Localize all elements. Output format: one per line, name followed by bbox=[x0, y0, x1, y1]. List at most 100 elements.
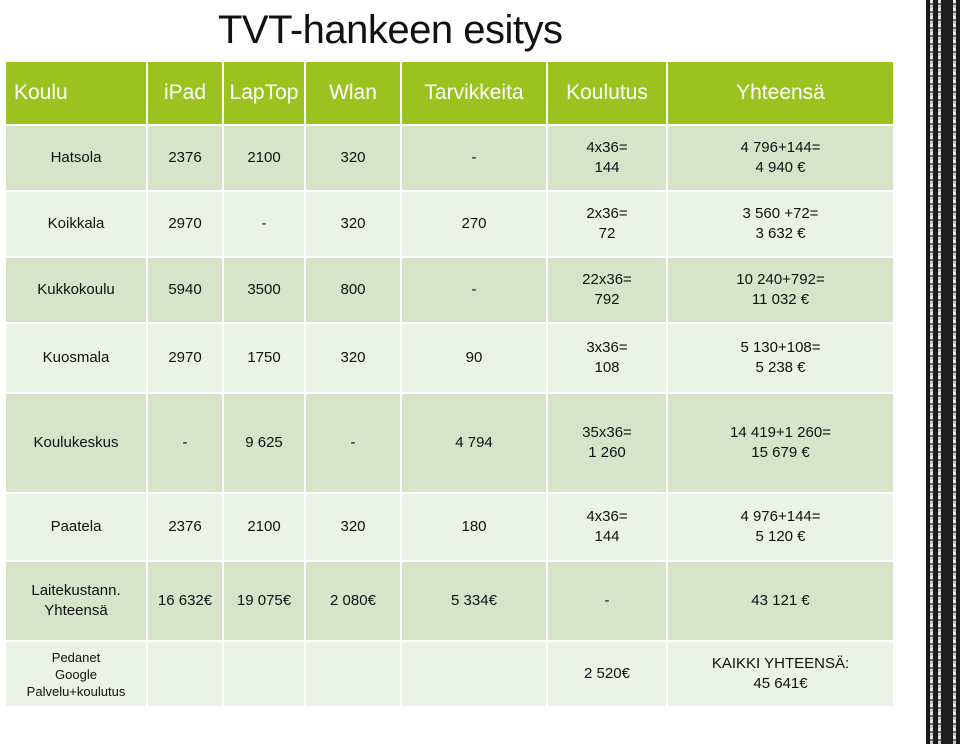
school-cell: Koulukeskus bbox=[4, 392, 148, 494]
total-wlan: 2 080€ bbox=[304, 560, 402, 642]
total-cell: 10 240+792= 11 032 € bbox=[666, 256, 895, 324]
tarvikkeita-cell: 4 794 bbox=[400, 392, 548, 494]
header-wlan: Wlan bbox=[304, 60, 402, 126]
extra-row: Pedanet Google Palvelu+koulutus 2 520€ KAI… bbox=[4, 640, 895, 708]
total-laptop: 19 075€ bbox=[222, 560, 306, 642]
grand-total: KAIKKI YHTEENSÄ: 45 641€ bbox=[666, 640, 895, 708]
ipad-cell: 2376 bbox=[146, 124, 224, 192]
koulutus-result: 108 bbox=[594, 359, 620, 376]
table-row: Koulukeskus - 9 625 - 4 794 35x36= 1 260 … bbox=[4, 392, 895, 494]
total-ipad: 16 632€ bbox=[146, 560, 224, 642]
total-formula: 10 240+792= bbox=[736, 271, 825, 288]
table-row: Koikkala 2970 - 320 270 2x36= 72 3 560 +7… bbox=[4, 190, 895, 258]
service-line1: Pedanet bbox=[51, 649, 101, 665]
total-formula: 3 560 +72= bbox=[742, 205, 819, 222]
table-row: Kukkokoulu 5940 3500 800 - 22x36= 792 10 … bbox=[4, 256, 895, 324]
koulutus-formula: 4x36= bbox=[586, 139, 628, 156]
header-laptop: LapTop bbox=[222, 60, 306, 126]
laptop-cell: 3500 bbox=[222, 256, 306, 324]
tarvikkeita-cell: - bbox=[400, 256, 548, 324]
laptop-cell: - bbox=[222, 190, 306, 258]
total-result: 11 032 € bbox=[751, 291, 810, 308]
service-line2: Google bbox=[55, 666, 97, 682]
side-border-decoration bbox=[926, 0, 960, 744]
service-label: Pedanet Google Palvelu+koulutus bbox=[4, 640, 148, 708]
laptop-cell: 2100 bbox=[222, 124, 306, 192]
page-title: TVT-hankeen esitys bbox=[218, 8, 563, 52]
koulutus-cell: 35x36= 1 260 bbox=[546, 392, 668, 494]
total-result: 4 940 € bbox=[755, 159, 806, 176]
total-result: 3 632 € bbox=[755, 225, 806, 242]
total-result: 5 238 € bbox=[755, 359, 806, 376]
koulutus-formula: 4x36= bbox=[586, 508, 628, 525]
tarvikkeita-cell: 270 bbox=[400, 190, 548, 258]
totals-label-line1: Laitekustann. bbox=[31, 582, 121, 599]
koulutus-result: 792 bbox=[594, 291, 620, 308]
budget-table: Koulu iPad LapTop Wlan Tarvikkeita Koulu… bbox=[4, 60, 895, 708]
koulutus-result: 144 bbox=[594, 528, 620, 545]
header-koulutus: Koulutus bbox=[546, 60, 668, 126]
tarvikkeita-cell: - bbox=[400, 124, 548, 192]
total-cell: 5 130+108= 5 238 € bbox=[666, 322, 895, 394]
tarvikkeita-cell: 180 bbox=[400, 492, 548, 562]
wlan-cell: 320 bbox=[304, 322, 402, 394]
laptop-cell: 1750 bbox=[222, 322, 306, 394]
header-tarvikkeita: Tarvikkeita bbox=[400, 60, 548, 126]
school-cell: Paatela bbox=[4, 492, 148, 562]
total-cell: 4 796+144= 4 940 € bbox=[666, 124, 895, 192]
ipad-cell: - bbox=[146, 392, 224, 494]
koulutus-cell: 4x36= 144 bbox=[546, 124, 668, 192]
totals-label-line2: Yhteensä bbox=[44, 602, 108, 619]
school-cell: Hatsola bbox=[4, 124, 148, 192]
ipad-cell: 2970 bbox=[146, 190, 224, 258]
ipad-cell: 2970 bbox=[146, 322, 224, 394]
total-cell: 4 976+144= 5 120 € bbox=[666, 492, 895, 562]
header-ipad: iPad bbox=[146, 60, 224, 126]
total-formula: 4 976+144= bbox=[740, 508, 821, 525]
total-cell: 14 419+1 260= 15 679 € bbox=[666, 392, 895, 494]
total-formula: 14 419+1 260= bbox=[730, 424, 831, 441]
school-cell: Kuosmala bbox=[4, 322, 148, 394]
koulutus-result: 72 bbox=[598, 225, 616, 242]
empty-cell bbox=[222, 640, 306, 708]
empty-cell bbox=[400, 640, 548, 708]
totals-label: Laitekustann. Yhteensä bbox=[4, 560, 148, 642]
header-yhteensa: Yhteensä bbox=[666, 60, 895, 126]
koulutus-formula: 3x36= bbox=[586, 339, 628, 356]
laptop-cell: 2100 bbox=[222, 492, 306, 562]
table-row: Hatsola 2376 2100 320 - 4x36= 144 4 796+1… bbox=[4, 124, 895, 192]
koulutus-cell: 4x36= 144 bbox=[546, 492, 668, 562]
total-formula: 5 130+108= bbox=[740, 339, 821, 356]
total-koulutus: - bbox=[546, 560, 668, 642]
total-formula: 4 796+144= bbox=[740, 139, 821, 156]
koulutus-formula: 2x36= bbox=[586, 205, 628, 222]
empty-cell bbox=[304, 640, 402, 708]
wlan-cell: 320 bbox=[304, 190, 402, 258]
koulutus-cell: 22x36= 792 bbox=[546, 256, 668, 324]
header-koulu: Koulu bbox=[4, 60, 148, 126]
ipad-cell: 5940 bbox=[146, 256, 224, 324]
koulutus-result: 1 260 bbox=[588, 444, 626, 461]
koulutus-cell: 3x36= 108 bbox=[546, 322, 668, 394]
service-koulutus: 2 520€ bbox=[546, 640, 668, 708]
total-sum: 43 121 € bbox=[666, 560, 895, 642]
ipad-cell: 2376 bbox=[146, 492, 224, 562]
total-result: 15 679 € bbox=[751, 444, 810, 461]
wlan-cell: 320 bbox=[304, 492, 402, 562]
school-cell: Kukkokoulu bbox=[4, 256, 148, 324]
koulutus-formula: 35x36= bbox=[582, 424, 632, 441]
school-cell: Koikkala bbox=[4, 190, 148, 258]
koulutus-formula: 22x36= bbox=[582, 271, 632, 288]
total-tarvikkeita: 5 334€ bbox=[400, 560, 548, 642]
total-result: 5 120 € bbox=[755, 528, 806, 545]
totals-row: Laitekustann. Yhteensä 16 632€ 19 075€ 2 … bbox=[4, 560, 895, 642]
laptop-cell: 9 625 bbox=[222, 392, 306, 494]
wlan-cell: - bbox=[304, 392, 402, 494]
service-line3: Palvelu+koulutus bbox=[26, 683, 126, 699]
table-row: Paatela 2376 2100 320 180 4x36= 144 4 976… bbox=[4, 492, 895, 562]
grand-total-label: KAIKKI YHTEENSÄ: bbox=[711, 655, 850, 672]
grand-total-value: 45 641€ bbox=[753, 675, 808, 692]
koulutus-cell: 2x36= 72 bbox=[546, 190, 668, 258]
total-cell: 3 560 +72= 3 632 € bbox=[666, 190, 895, 258]
table-row: Kuosmala 2970 1750 320 90 3x36= 108 5 130… bbox=[4, 322, 895, 394]
